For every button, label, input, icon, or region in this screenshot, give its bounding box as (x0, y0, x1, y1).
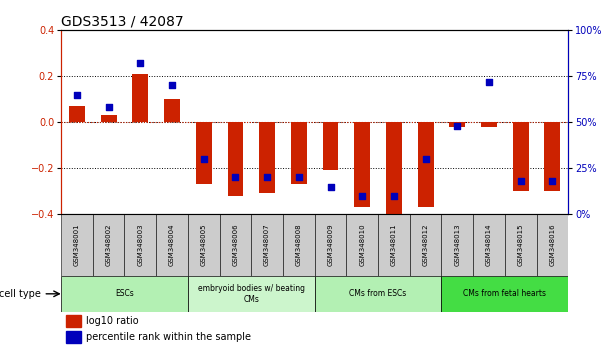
Text: GSM348003: GSM348003 (137, 224, 144, 267)
Bar (188, 214, 219, 276)
Text: GSM348014: GSM348014 (486, 224, 492, 267)
Text: GSM348011: GSM348011 (391, 224, 397, 267)
Bar (441, 214, 473, 276)
Text: log10 ratio: log10 ratio (87, 316, 139, 326)
Point (452, 123, 462, 129)
Bar (473, 214, 505, 276)
Text: GSM348002: GSM348002 (106, 224, 112, 267)
Bar (219, 214, 251, 276)
Point (104, 104, 114, 110)
Bar (66, 331, 81, 343)
Point (199, 156, 208, 162)
Text: GSM348016: GSM348016 (549, 224, 555, 267)
Point (262, 175, 272, 180)
Point (326, 184, 335, 189)
Bar (536, 214, 568, 276)
Bar (125, 214, 156, 276)
Bar (93, 214, 125, 276)
Bar (156, 214, 188, 276)
Bar (66, 315, 81, 327)
Text: embryoid bodies w/ beating
CMs: embryoid bodies w/ beating CMs (198, 284, 305, 303)
Bar (505, 214, 536, 276)
Bar (61, 214, 93, 276)
Point (484, 79, 494, 85)
Bar (544, 122, 560, 191)
Bar (188, 276, 315, 312)
Bar (386, 122, 402, 219)
Text: GSM348012: GSM348012 (423, 224, 428, 267)
Bar (513, 122, 529, 191)
Text: percentile rank within the sample: percentile rank within the sample (87, 332, 252, 342)
Point (230, 175, 240, 180)
Bar (346, 214, 378, 276)
Text: CMs from ESCs: CMs from ESCs (349, 289, 407, 298)
Bar (441, 276, 568, 312)
Text: GSM348010: GSM348010 (359, 224, 365, 267)
Bar (354, 122, 370, 207)
Bar (315, 214, 346, 276)
Bar (133, 74, 148, 122)
Point (167, 82, 177, 88)
Text: GSM348009: GSM348009 (327, 224, 334, 267)
Bar (251, 214, 283, 276)
Bar (69, 106, 85, 122)
Point (547, 178, 557, 184)
Point (516, 178, 525, 184)
Point (136, 61, 145, 66)
Bar (283, 214, 315, 276)
Text: ESCs: ESCs (115, 289, 134, 298)
Text: GSM348001: GSM348001 (74, 224, 80, 267)
Bar (449, 122, 465, 127)
Point (294, 175, 304, 180)
Text: GSM348008: GSM348008 (296, 224, 302, 267)
Bar (481, 122, 497, 127)
Bar (196, 122, 211, 184)
Bar (227, 122, 243, 196)
Point (389, 193, 399, 199)
Bar (418, 122, 434, 207)
Text: GSM348007: GSM348007 (264, 224, 270, 267)
Text: GSM348005: GSM348005 (201, 224, 207, 267)
Point (72, 92, 82, 97)
Text: GSM348004: GSM348004 (169, 224, 175, 267)
Bar (378, 214, 410, 276)
Text: CMs from fetal hearts: CMs from fetal hearts (463, 289, 546, 298)
Bar (315, 276, 441, 312)
Bar (291, 122, 307, 184)
Point (357, 193, 367, 199)
Bar (61, 276, 188, 312)
Text: GSM348006: GSM348006 (232, 224, 238, 267)
Text: cell type: cell type (0, 289, 41, 299)
Point (421, 156, 431, 162)
Bar (164, 99, 180, 122)
Bar (323, 122, 338, 170)
Bar (410, 214, 441, 276)
Bar (101, 115, 117, 122)
Text: GDS3513 / 42087: GDS3513 / 42087 (61, 15, 184, 29)
Bar (259, 122, 275, 193)
Text: GSM348015: GSM348015 (518, 224, 524, 267)
Text: GSM348013: GSM348013 (455, 224, 460, 267)
